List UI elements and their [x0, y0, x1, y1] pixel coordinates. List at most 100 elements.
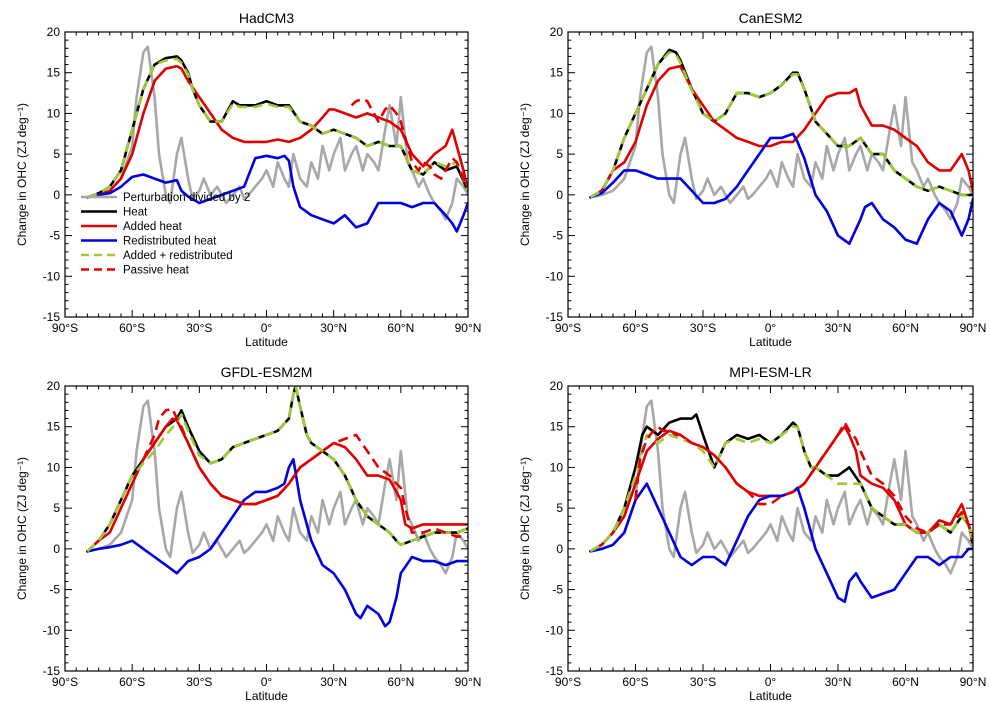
x-tick-label: 30°S	[186, 675, 212, 689]
x-tick-label: 90°S	[52, 675, 78, 689]
series-line-redistributed-heat	[589, 482, 973, 604]
x-tick-label: 60°N	[387, 675, 414, 689]
y-tick-label: 0	[556, 542, 563, 556]
x-tick-label: 60°S	[622, 675, 648, 689]
x-axis-label: Latitude	[749, 689, 792, 702]
x-tick-label: 90°S	[555, 321, 581, 335]
legend-label-redistributed-heat: Redistributed heat	[123, 236, 217, 248]
chart-panel-hadcm3: HadCM3 -15 -10 -5 0 5 10 15 20 90°S 60°S 30°S 0° 30°N…	[15, 10, 481, 349]
y-tick-label: -5	[49, 229, 60, 243]
y-tick-label: 15	[47, 420, 61, 434]
y-axis-label: Change in OHC (ZJ deg⁻¹)	[518, 103, 532, 246]
x-tick-label: 60°S	[119, 321, 145, 335]
y-tick-label: 15	[550, 66, 564, 80]
series-line-added-redistributed	[86, 386, 468, 553]
x-tick-label: 0°	[765, 675, 777, 689]
x-tick-label: 0°	[261, 321, 273, 335]
chart-panel-mpi-esm-lr: MPI-ESM-LR -15 -10 -5 0 5 10 15 20 90°S 60°S 30°S 0°…	[518, 364, 986, 702]
legend-label-passive-heat: Passive heat	[123, 265, 190, 277]
plot-frame	[64, 385, 469, 672]
y-tick-label: -15	[546, 310, 564, 324]
x-tick-label: 90°S	[52, 321, 78, 335]
x-tick-label: 90°N	[455, 675, 482, 689]
series-group	[589, 45, 973, 245]
chart-panel-canesm2: CanESM2 -15 -10 -5 0 5 10 15 20 90°S 60°S 30°S 0° 30°…	[518, 10, 986, 349]
y-tick-label: -5	[552, 583, 563, 597]
chart-title: GFDL-ESM2M	[221, 364, 313, 380]
series-line-added-redistributed	[589, 425, 973, 553]
y-tick-label: 5	[556, 147, 563, 161]
series-line-added-redistributed	[589, 51, 973, 199]
y-tick-label: -10	[43, 269, 61, 283]
y-tick-label: 0	[53, 542, 60, 556]
x-tick-label: 60°N	[892, 675, 919, 689]
y-tick-label: -15	[43, 310, 61, 324]
legend-label-perturbation-divided-by-2: Perturbation divided by 2	[123, 192, 250, 204]
y-tick-label: -5	[552, 229, 563, 243]
legend: Perturbation divided by 2 Heat Added heat R…	[81, 192, 250, 277]
legend-label-heat: Heat	[123, 207, 148, 219]
x-tick-label: 60°N	[387, 321, 414, 335]
y-tick-label: -10	[546, 623, 564, 637]
y-tick-label: 10	[47, 106, 61, 120]
series-group	[86, 45, 468, 233]
chart-title: CanESM2	[739, 10, 803, 26]
x-axis-label: Latitude	[245, 335, 288, 349]
y-tick-label: 15	[550, 420, 564, 434]
chart-panel-gfdl-esm2m: GFDL-ESM2M -15 -10 -5 0 5 10 15 20 90°S 60°S 30°S 0°…	[15, 364, 481, 702]
x-tick-label: 60°S	[119, 675, 145, 689]
x-tick-label: 90°N	[960, 675, 987, 689]
y-tick-label: -10	[546, 269, 564, 283]
x-tick-label: 60°N	[892, 321, 919, 335]
legend-label-added-redistributed: Added + redistributed	[123, 250, 233, 262]
y-tick-label: 20	[47, 25, 61, 39]
y-tick-label: 0	[556, 188, 563, 202]
series-line-redistributed-heat	[86, 457, 468, 628]
chart-title: MPI-ESM-LR	[729, 364, 811, 380]
y-tick-label: 20	[47, 379, 61, 393]
plot-frame	[567, 31, 974, 318]
x-tick-label: 90°N	[960, 321, 987, 335]
y-tick-label: -15	[43, 664, 61, 678]
series-line-perturbation-divided-by-2	[589, 45, 973, 221]
y-axis-label: Change in OHC (ZJ deg⁻¹)	[15, 103, 29, 246]
x-tick-label: 0°	[261, 675, 273, 689]
y-tick-label: 10	[47, 460, 61, 474]
x-tick-label: 30°N	[825, 675, 852, 689]
y-tick-label: -10	[43, 623, 61, 637]
series-line-added-redistributed	[86, 57, 468, 199]
x-tick-label: 90°S	[555, 675, 581, 689]
y-tick-label: 10	[550, 460, 564, 474]
x-tick-label: 30°S	[690, 321, 716, 335]
y-axis-label: Change in OHC (ZJ deg⁻¹)	[15, 457, 29, 600]
legend-label-added-heat: Added heat	[123, 221, 183, 233]
y-tick-label: 5	[53, 501, 60, 515]
x-tick-label: 30°N	[320, 321, 347, 335]
series-line-added-heat	[86, 64, 468, 199]
x-tick-label: 90°N	[455, 321, 482, 335]
series-line-passive-heat	[142, 407, 468, 538]
y-tick-label: 15	[47, 66, 61, 80]
x-axis-label: Latitude	[245, 689, 288, 702]
y-tick-label: 0	[53, 188, 60, 202]
x-tick-label: 30°S	[690, 675, 716, 689]
series-line-passive-heat	[350, 97, 468, 188]
chart-title: HadCM3	[239, 10, 294, 26]
x-tick-label: 30°N	[825, 321, 852, 335]
y-axis-label: Change in OHC (ZJ deg⁻¹)	[518, 457, 532, 600]
x-tick-label: 30°S	[186, 321, 212, 335]
x-tick-label: 0°	[765, 321, 777, 335]
y-tick-label: -5	[49, 583, 60, 597]
y-tick-label: 5	[53, 147, 60, 161]
y-tick-label: 5	[556, 501, 563, 515]
x-tick-label: 30°N	[320, 675, 347, 689]
x-axis-label: Latitude	[749, 335, 792, 349]
series-group	[589, 399, 973, 604]
y-tick-label: 20	[550, 25, 564, 39]
y-tick-label: 10	[550, 106, 564, 120]
y-tick-label: 20	[550, 379, 564, 393]
x-tick-label: 60°S	[622, 321, 648, 335]
series-line-perturbation-divided-by-2	[589, 399, 973, 575]
series-group	[86, 386, 468, 628]
